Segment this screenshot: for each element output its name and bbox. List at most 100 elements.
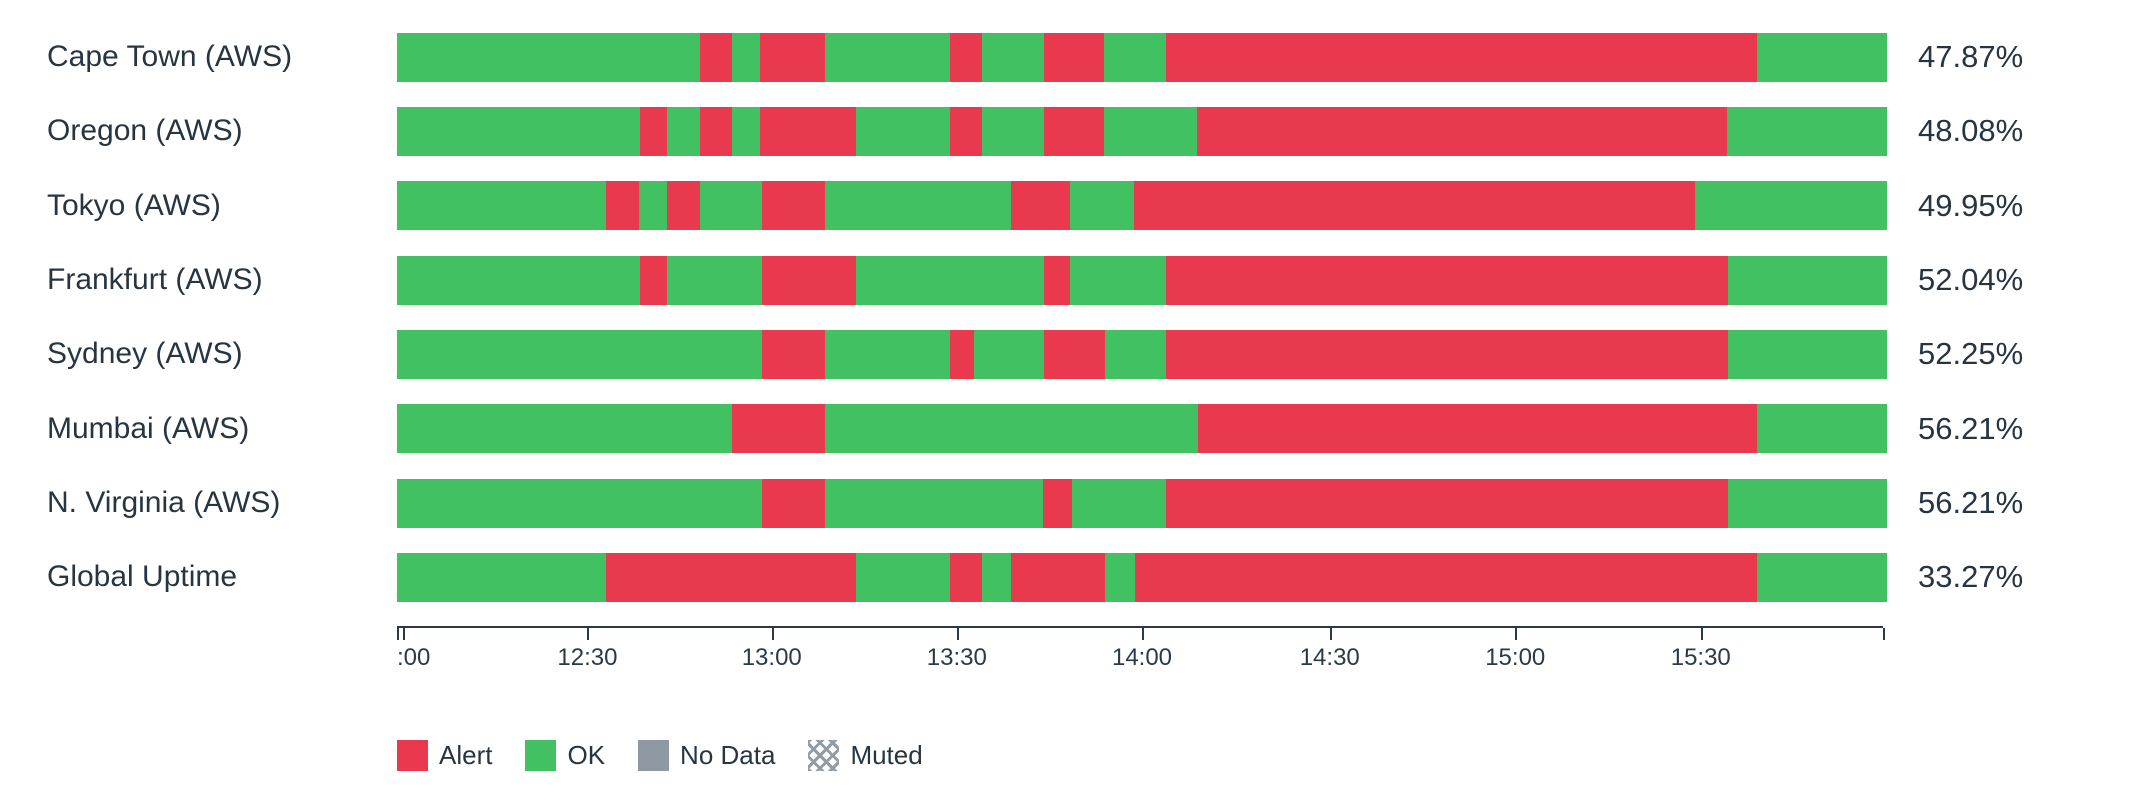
status-segment-alert[interactable]	[949, 552, 983, 602]
time-axis: :00 12:30 13:00 13:30 14:00 14:30 15:00 15:30	[397, 625, 1887, 686]
status-segment-ok[interactable]	[1728, 329, 1887, 379]
status-segment-ok[interactable]	[1756, 32, 1887, 82]
status-segment-ok[interactable]	[825, 404, 1199, 454]
status-segment-alert[interactable]	[1010, 181, 1071, 231]
status-segment-ok[interactable]	[1728, 478, 1887, 528]
status-segment-ok[interactable]	[397, 552, 607, 602]
status-segment-alert[interactable]	[640, 106, 668, 156]
status-bar	[397, 478, 1887, 528]
status-bar	[397, 404, 1887, 454]
status-segment-alert[interactable]	[699, 32, 732, 82]
status-segment-ok[interactable]	[1105, 329, 1166, 379]
status-segment-alert[interactable]	[759, 32, 826, 82]
axis-tick-label: 13:00	[741, 643, 802, 671]
status-segment-alert[interactable]	[1043, 32, 1104, 82]
status-segment-ok[interactable]	[1103, 106, 1198, 156]
status-segment-ok[interactable]	[397, 106, 641, 156]
status-segment-ok[interactable]	[1728, 255, 1887, 305]
timeline-row: Tokyo (AWS) 49.95%	[0, 169, 2134, 243]
legend-item-alert: Alert	[397, 739, 493, 771]
axis-end-tick	[397, 627, 399, 640]
status-segment-ok[interactable]	[731, 106, 760, 156]
status-segment-alert[interactable]	[1165, 329, 1729, 379]
status-segment-alert[interactable]	[1010, 552, 1106, 602]
status-segment-alert[interactable]	[1165, 478, 1729, 528]
axis-tick	[771, 627, 774, 640]
status-segment-ok[interactable]	[397, 478, 763, 528]
status-segment-ok[interactable]	[638, 181, 667, 231]
status-segment-alert[interactable]	[1197, 106, 1728, 156]
status-segment-alert[interactable]	[606, 552, 857, 602]
status-segment-alert[interactable]	[762, 329, 826, 379]
status-segment-ok[interactable]	[397, 181, 607, 231]
legend-label: Alert	[439, 739, 493, 770]
status-segment-alert[interactable]	[1165, 255, 1729, 305]
status-segment-ok[interactable]	[1071, 478, 1166, 528]
status-segment-alert[interactable]	[640, 255, 668, 305]
status-segment-alert[interactable]	[949, 32, 983, 82]
status-segment-ok[interactable]	[973, 329, 1044, 379]
status-segment-ok[interactable]	[1694, 181, 1887, 231]
axis-tick	[1700, 627, 1703, 640]
status-segment-ok[interactable]	[825, 478, 1044, 528]
row-label: Cape Town (AWS)	[47, 40, 293, 74]
timeline-row: Sydney (AWS) 52.25%	[0, 317, 2134, 391]
axis-tick-label: 12:30	[557, 643, 618, 671]
timeline-row: Cape Town (AWS) 47.87%	[0, 20, 2134, 94]
status-segment-alert[interactable]	[666, 181, 700, 231]
status-segment-ok[interactable]	[1070, 181, 1135, 231]
status-segment-ok[interactable]	[1727, 106, 1887, 156]
status-segment-alert[interactable]	[1134, 181, 1695, 231]
status-segment-ok[interactable]	[856, 255, 1044, 305]
status-segment-ok[interactable]	[825, 181, 1011, 231]
legend: Alert OK No Data Muted	[397, 739, 2134, 771]
uptime-value: 47.87%	[1918, 39, 2024, 75]
status-segment-ok[interactable]	[825, 329, 950, 379]
legend-item-muted: Muted	[808, 739, 923, 771]
status-segment-ok[interactable]	[1756, 552, 1887, 602]
status-segment-ok[interactable]	[731, 32, 760, 82]
status-segment-alert[interactable]	[949, 329, 974, 379]
status-segment-ok[interactable]	[982, 106, 1044, 156]
status-segment-ok[interactable]	[1105, 552, 1135, 602]
status-segment-ok[interactable]	[699, 181, 763, 231]
axis-tick	[1142, 627, 1144, 640]
legend-swatch-nodata-icon	[638, 739, 670, 771]
status-segment-alert[interactable]	[1043, 255, 1071, 305]
status-segment-ok[interactable]	[1103, 32, 1166, 82]
status-segment-ok[interactable]	[856, 552, 950, 602]
status-segment-alert[interactable]	[606, 181, 639, 231]
status-segment-ok[interactable]	[982, 552, 1011, 602]
timeline-row: Frankfurt (AWS) 52.04%	[0, 243, 2134, 317]
status-segment-alert[interactable]	[762, 478, 826, 528]
status-segment-ok[interactable]	[1070, 255, 1166, 305]
status-segment-alert[interactable]	[1043, 106, 1104, 156]
status-segment-alert[interactable]	[759, 106, 857, 156]
status-segment-alert[interactable]	[699, 106, 732, 156]
status-segment-alert[interactable]	[762, 255, 857, 305]
row-label: Frankfurt (AWS)	[47, 263, 263, 297]
status-segment-ok[interactable]	[667, 255, 763, 305]
axis-tick-label: 14:30	[1299, 643, 1360, 671]
status-timeline: Cape Town (AWS) 47.87% Oregon (AWS) 48.08% T…	[0, 20, 2134, 602]
status-segment-alert[interactable]	[1043, 478, 1072, 528]
status-segment-alert[interactable]	[1198, 404, 1757, 454]
status-segment-ok[interactable]	[1756, 404, 1887, 454]
status-bar	[397, 106, 1887, 156]
time-axis-line	[397, 625, 1884, 628]
status-segment-alert[interactable]	[949, 106, 983, 156]
axis-end-tick	[1883, 627, 1886, 640]
status-segment-ok[interactable]	[856, 106, 950, 156]
status-segment-ok[interactable]	[397, 404, 732, 454]
status-segment-ok[interactable]	[397, 32, 700, 82]
status-segment-alert[interactable]	[762, 181, 826, 231]
status-segment-alert[interactable]	[731, 404, 826, 454]
status-segment-ok[interactable]	[397, 329, 763, 379]
status-segment-alert[interactable]	[1134, 552, 1757, 602]
status-segment-ok[interactable]	[825, 32, 950, 82]
status-segment-ok[interactable]	[397, 255, 641, 305]
status-segment-ok[interactable]	[982, 32, 1044, 82]
status-segment-alert[interactable]	[1165, 32, 1757, 82]
status-segment-ok[interactable]	[667, 106, 700, 156]
status-segment-alert[interactable]	[1043, 329, 1106, 379]
